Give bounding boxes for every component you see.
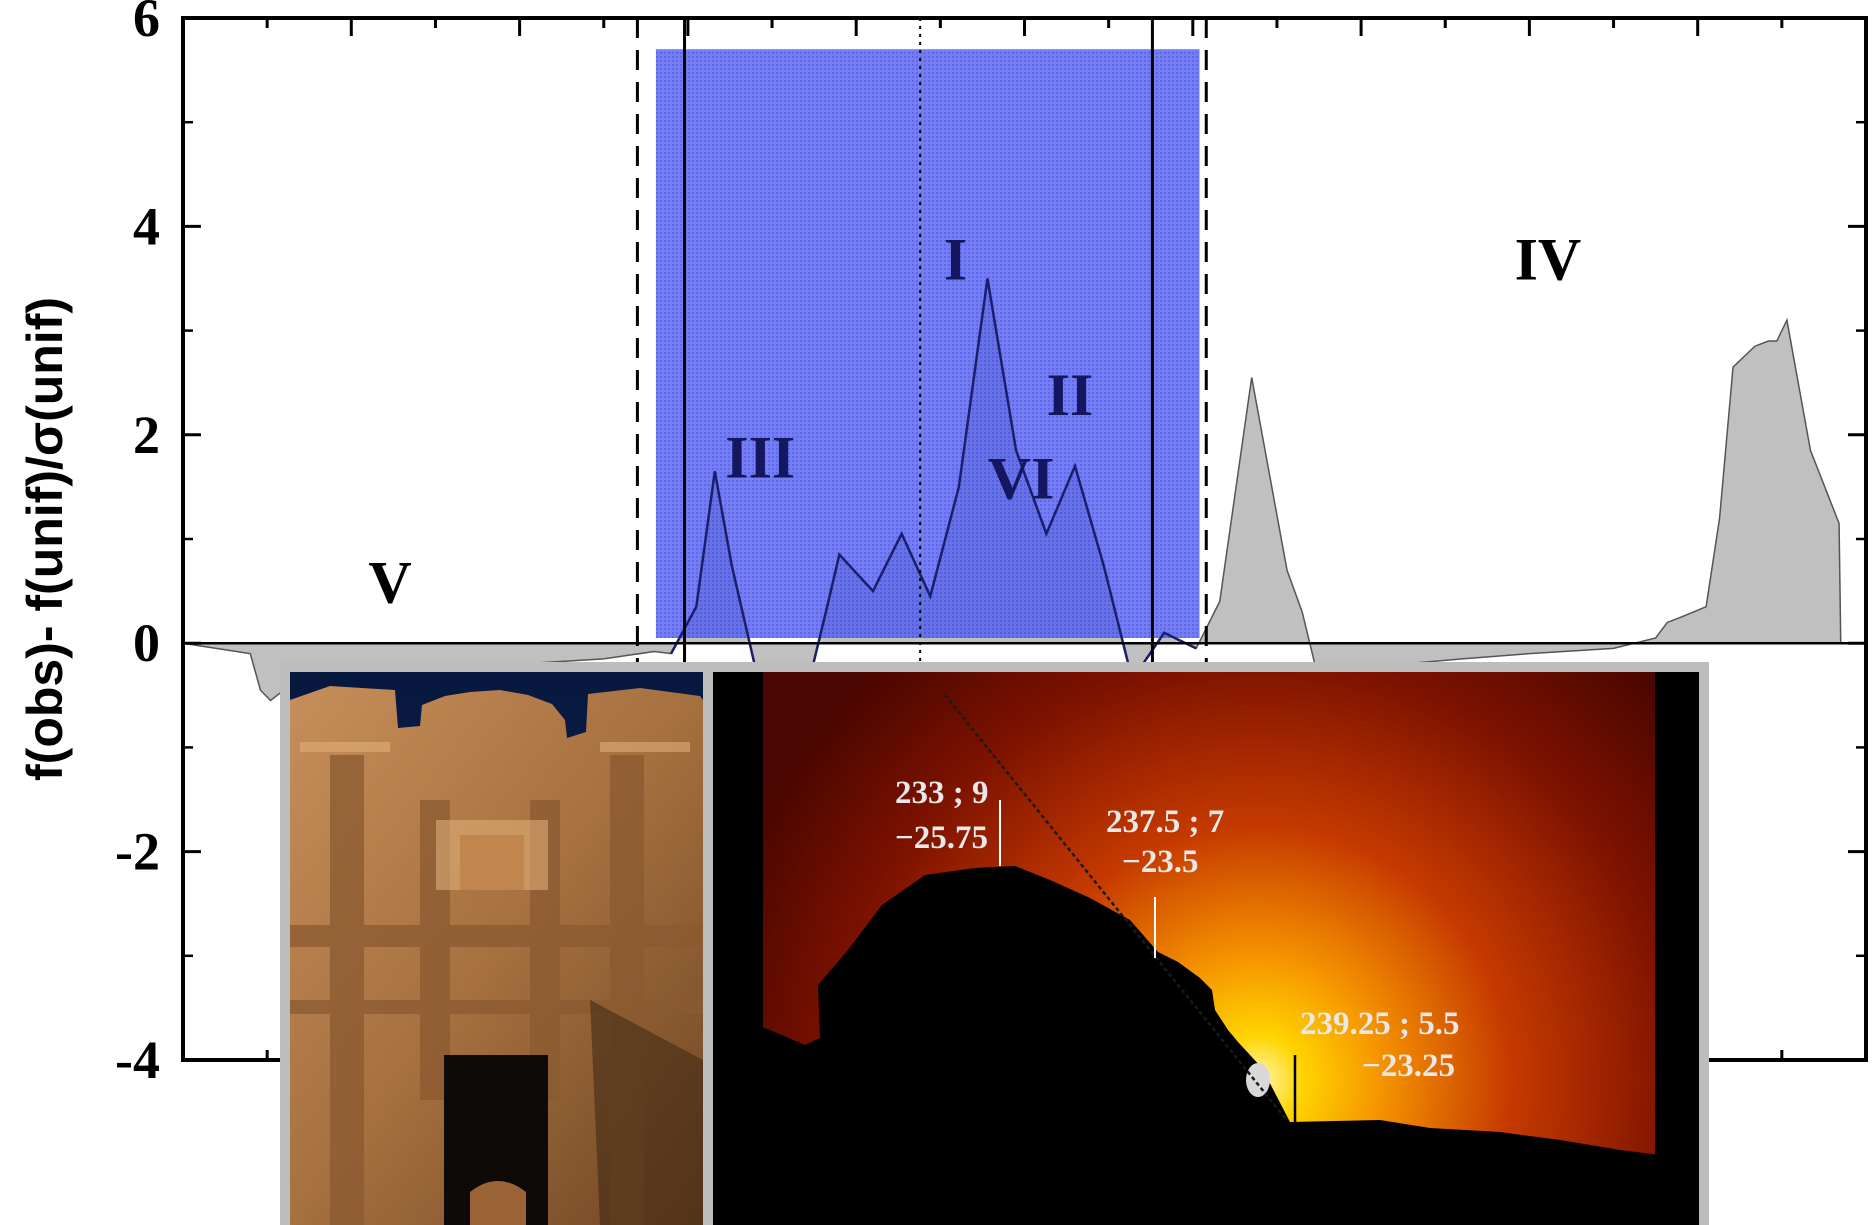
peak-label-II: II bbox=[1047, 362, 1094, 428]
y-tick-label: -2 bbox=[115, 822, 160, 882]
inset-label-2-line2: −23.5 bbox=[1122, 844, 1199, 880]
inset-label-3-line1: 239.25 ; 5.5 bbox=[1300, 1006, 1460, 1042]
y-tick-label: 0 bbox=[133, 613, 160, 673]
peak-label-V: V bbox=[368, 550, 411, 616]
peak-label-VI: VI bbox=[988, 445, 1055, 511]
peak-label-I: I bbox=[944, 227, 967, 293]
peak-label-IV: IV bbox=[1515, 227, 1582, 293]
inset-label-1-line2: −25.75 bbox=[895, 820, 988, 856]
y-tick-label: 4 bbox=[133, 196, 160, 256]
y-tick-label: 2 bbox=[133, 405, 160, 465]
monument-photo bbox=[290, 672, 703, 1225]
y-tick-label: 6 bbox=[133, 0, 160, 48]
inset-label-2-line1: 237.5 ; 7 bbox=[1106, 804, 1224, 840]
inset-label-3-line2: −23.25 bbox=[1362, 1048, 1455, 1084]
highlight-band bbox=[655, 49, 1200, 638]
y-axis-label: f(obs)- f(unif)/σ(unif) bbox=[17, 297, 73, 781]
peak-label-III: III bbox=[725, 425, 795, 491]
inset-label-1-line1: 233 ; 9 bbox=[895, 775, 989, 811]
sunset-photo: 233 ; 9 −25.75 237.5 ; 7 −23.5 239.25 ; … bbox=[713, 672, 1699, 1225]
photo-inset: 233 ; 9 −25.75 237.5 ; 7 −23.5 239.25 ; … bbox=[280, 662, 1709, 1225]
y-tick-label: -4 bbox=[115, 1030, 160, 1090]
highlight-outline bbox=[669, 278, 1197, 683]
